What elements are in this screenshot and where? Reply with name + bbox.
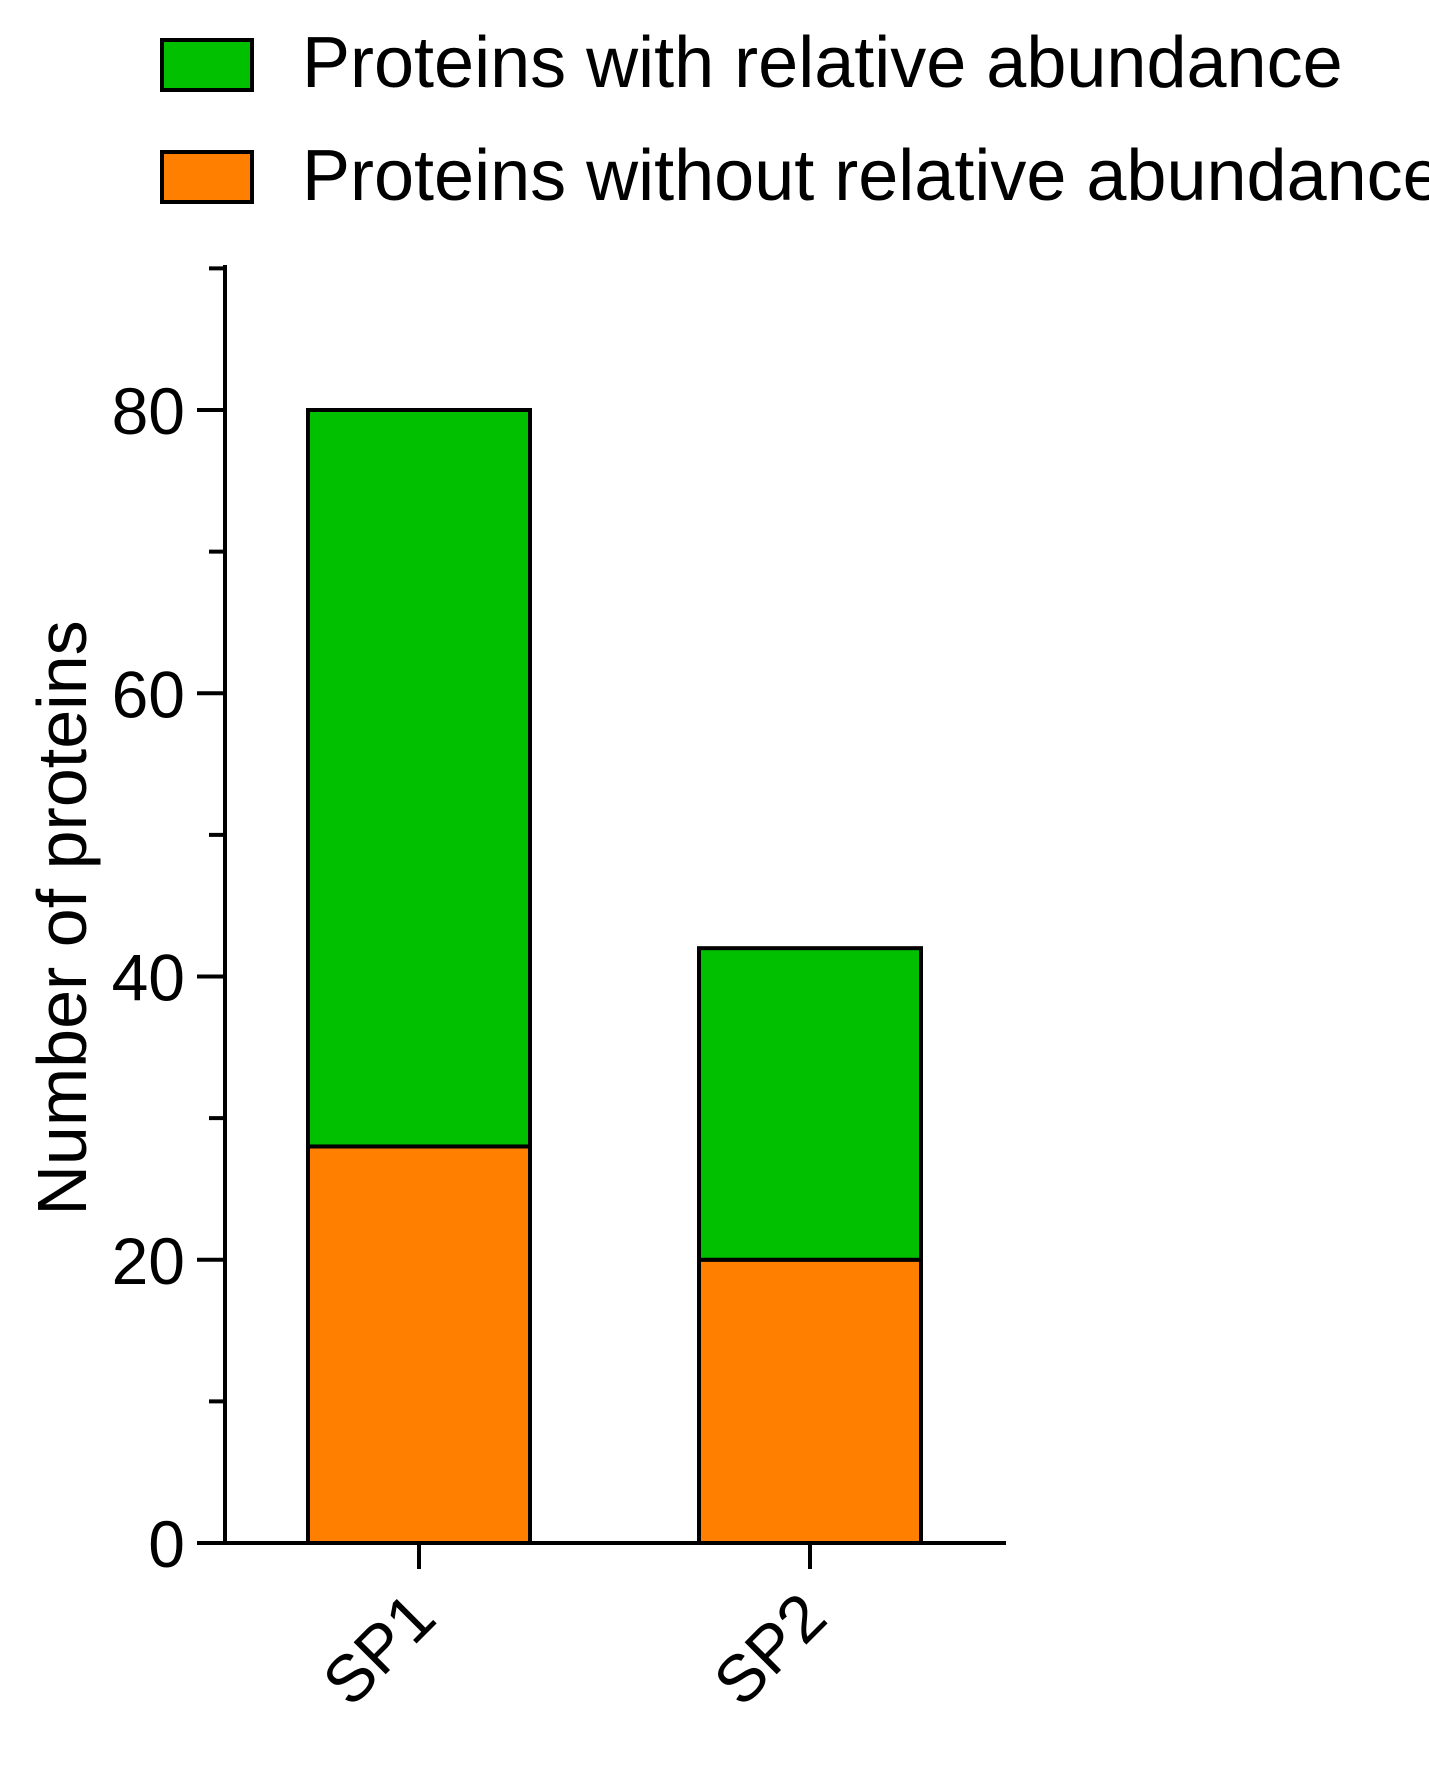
legend: Proteins with relative abundance Protein…: [160, 23, 1429, 216]
axes-group: [223, 265, 1006, 1545]
legend-swatch-without-abundance: [160, 150, 254, 204]
legend-label-without-abundance: Proteins without relative abundance: [302, 136, 1429, 216]
y-axis-title: Number of proteins: [23, 620, 101, 1215]
y-tick-label: 80: [112, 374, 185, 448]
y-tick-label: 0: [148, 1507, 185, 1581]
bar-sp2-series-1: [697, 946, 923, 1262]
y-tick-label: 20: [112, 1224, 185, 1298]
legend-label-with-abundance: Proteins with relative abundance: [302, 23, 1343, 103]
y-ticks-group: 0 20 40 60 80: [112, 266, 225, 1581]
bar-sp2-series-0: [697, 1257, 923, 1545]
y-tick-label: 40: [112, 941, 185, 1015]
x-tick-label-sp2: SP2: [699, 1579, 840, 1720]
bars-group: [306, 408, 923, 1545]
bar-sp1-series-1: [306, 408, 532, 1149]
x-tick-label-sp1: SP1: [308, 1579, 449, 1720]
legend-swatch-with-abundance: [160, 38, 254, 92]
bar-sp1-series-0: [306, 1144, 532, 1545]
x-ticks-group: SP1 SP2: [308, 1543, 840, 1719]
y-tick-label: 60: [112, 657, 185, 731]
